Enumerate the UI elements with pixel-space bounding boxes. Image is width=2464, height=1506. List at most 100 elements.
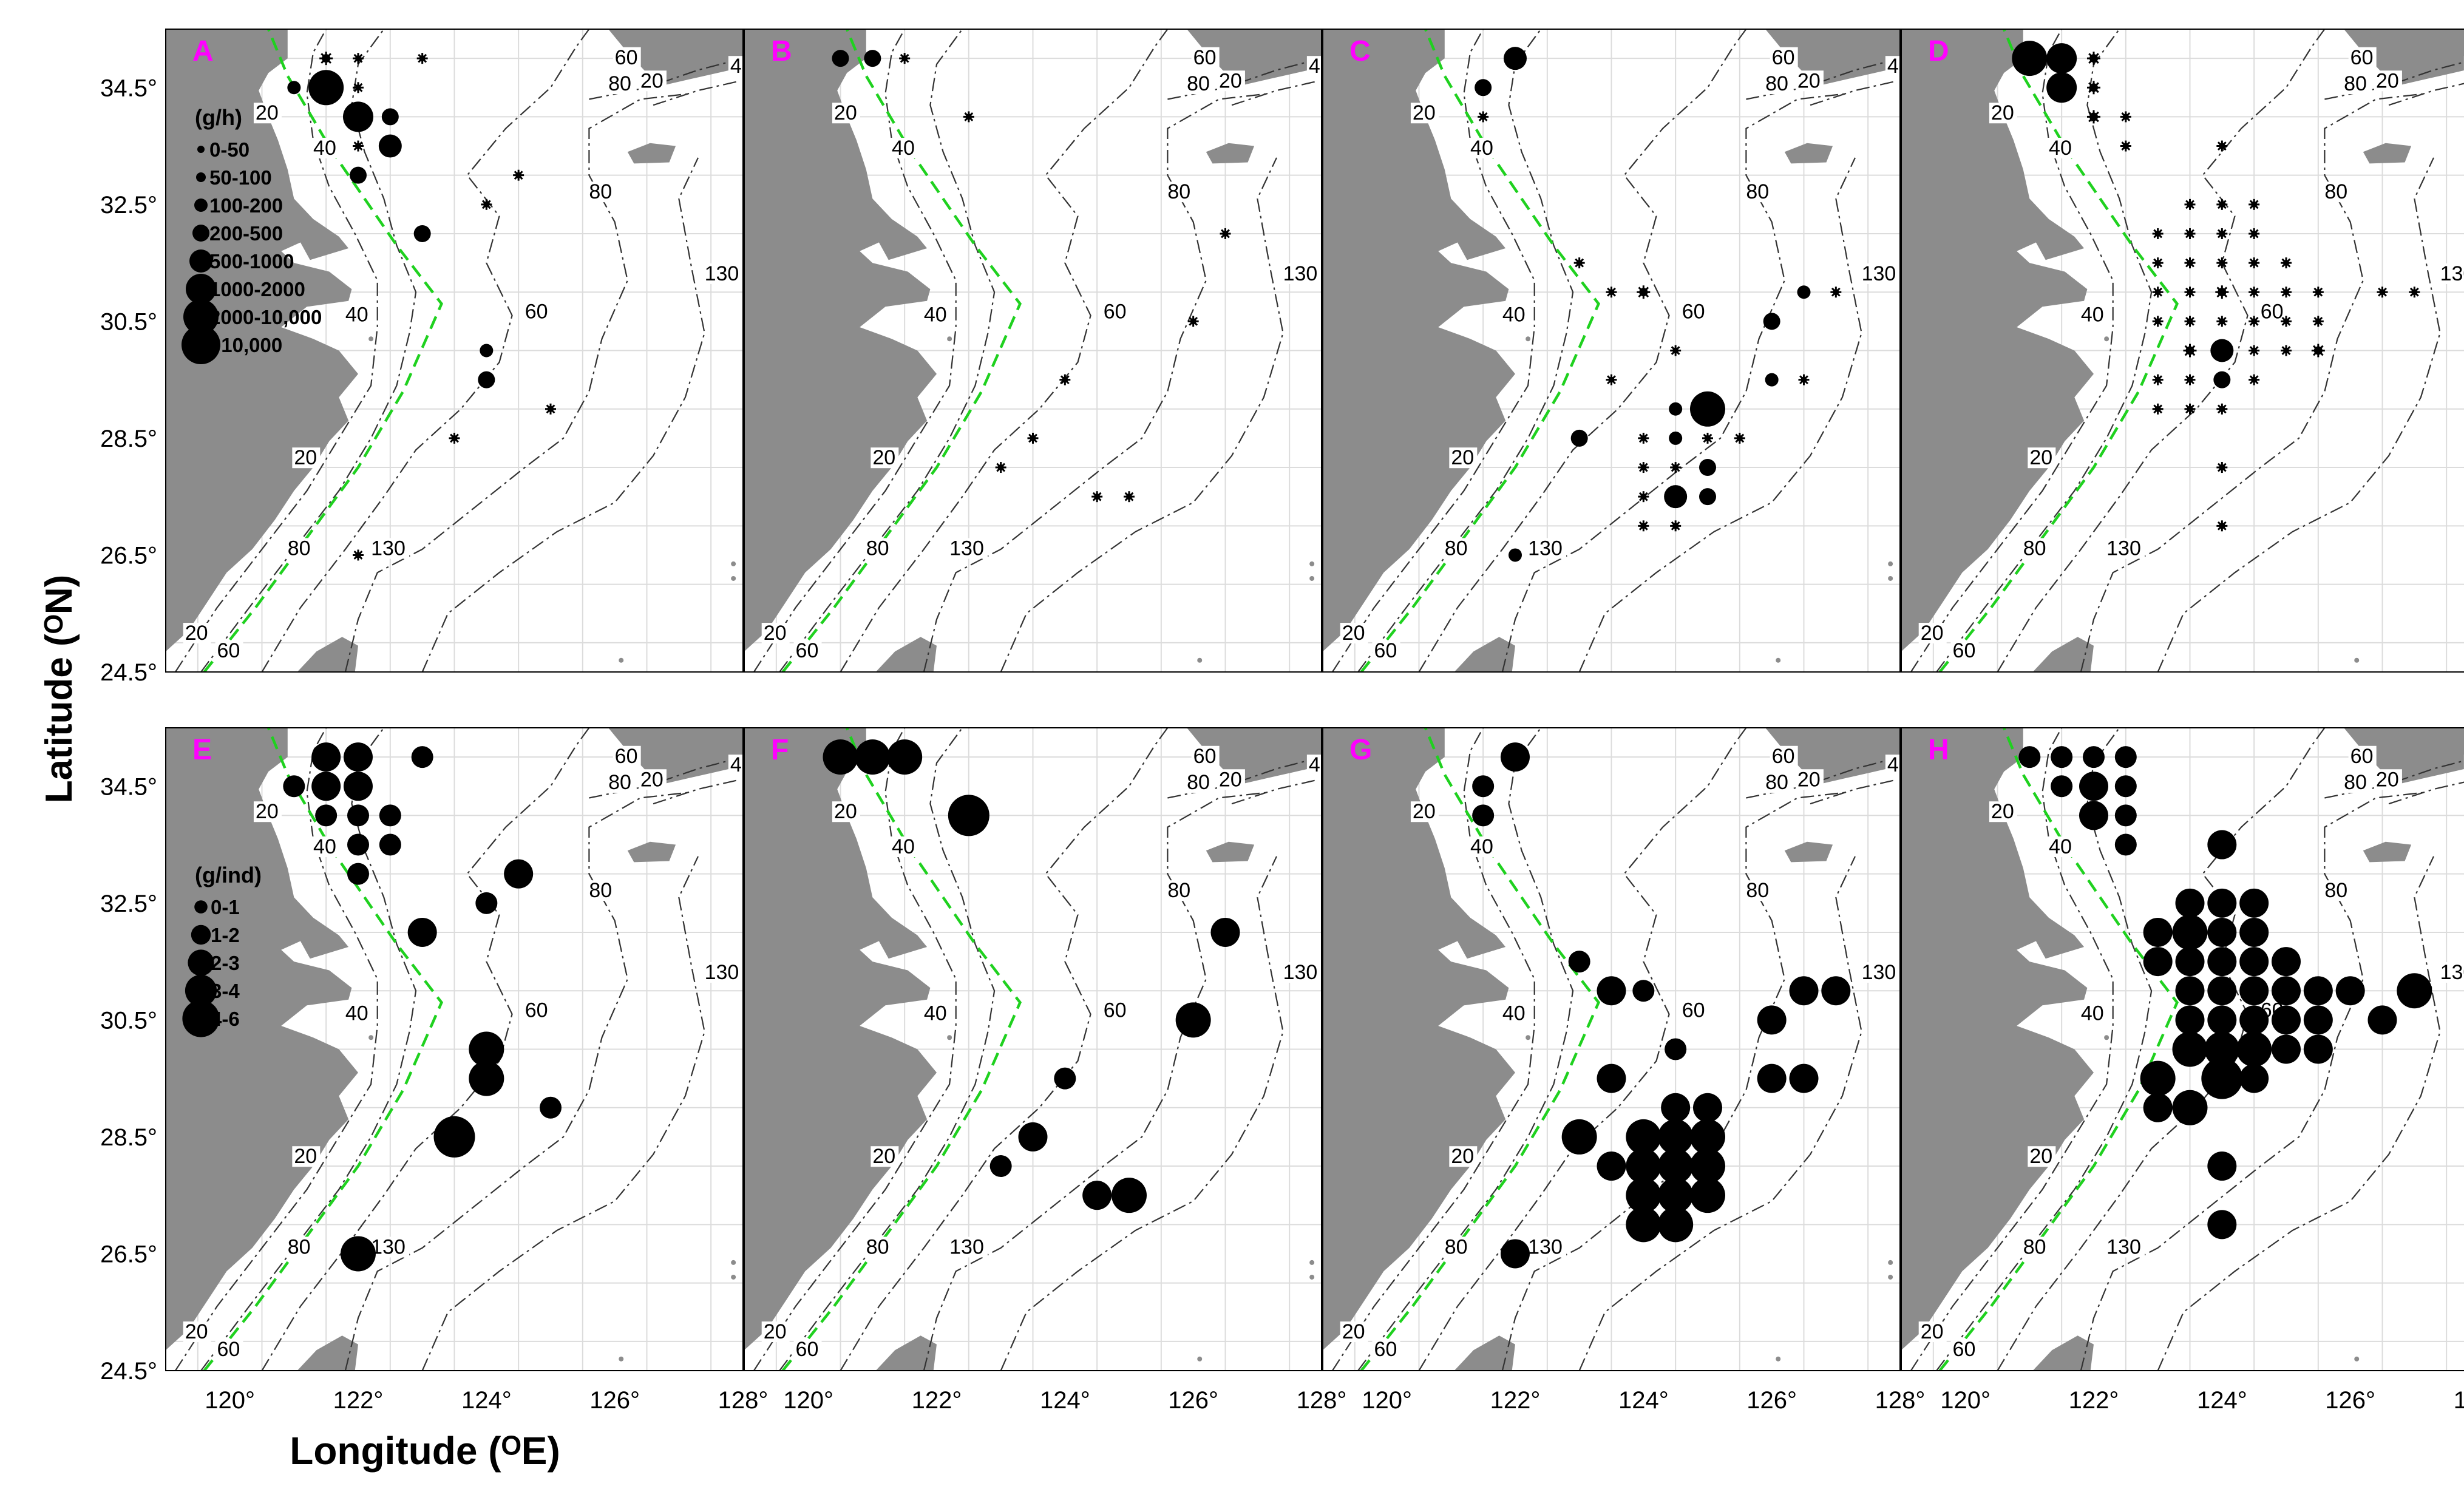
isobath-label: 130	[1283, 961, 1318, 984]
map-frame	[744, 727, 1322, 1371]
isobath-label: 130	[949, 1235, 984, 1258]
island	[1197, 1356, 1203, 1362]
isobath-line	[840, 728, 1169, 1371]
isobath-label: 80	[1765, 771, 1788, 794]
isobath-label: 40	[1470, 835, 1493, 858]
boundary-line	[781, 29, 1022, 672]
station-marker	[2248, 374, 2260, 385]
station-marker	[1763, 313, 1780, 330]
station-marker	[1699, 459, 1716, 477]
panel-label: D	[1928, 35, 1949, 67]
isobath-label: 80	[1445, 537, 1468, 560]
panel-label: E	[192, 734, 212, 766]
isobath-label: 80	[1746, 879, 1769, 902]
island	[731, 1260, 736, 1265]
jeju-island	[627, 841, 676, 863]
isobath-label: 60	[2350, 46, 2374, 69]
legend-label: 1000-2000	[209, 278, 305, 300]
station-marker	[2239, 947, 2269, 977]
island	[731, 575, 736, 581]
station-marker	[2140, 1060, 2176, 1096]
isobath-label: 80	[1187, 72, 1210, 95]
station-marker	[411, 746, 433, 768]
station-marker	[1830, 287, 1842, 298]
lon-tick-label: 126°	[2325, 1387, 2375, 1414]
panel-label: B	[771, 35, 792, 67]
isobath-label: 20	[2376, 69, 2399, 92]
legend-label: 0-50	[209, 138, 249, 161]
lat-tick-label: 30.5°	[100, 308, 157, 335]
isobath-label: 130	[2106, 1235, 2141, 1258]
isobath-label: 80	[608, 771, 631, 794]
isobath-label: 60	[1772, 745, 1795, 768]
jeju-island	[1206, 841, 1255, 863]
station-marker	[433, 1116, 475, 1158]
legend-label: 100-200	[209, 194, 283, 217]
station-marker	[2152, 287, 2164, 298]
isobath-label: 20	[256, 101, 279, 124]
station-marker	[1112, 1178, 1147, 1213]
boundary-line	[1938, 728, 2179, 1371]
station-marker	[347, 833, 369, 856]
station-marker	[2184, 403, 2196, 415]
station-marker	[2409, 287, 2420, 298]
map-frame	[1901, 727, 2464, 1371]
station-marker	[2114, 833, 2137, 856]
taiwan-land	[297, 637, 358, 672]
station-marker	[2204, 1031, 2240, 1067]
station-marker	[1626, 1148, 1661, 1184]
korea-land	[2344, 29, 2464, 85]
isobath-line	[779, 728, 996, 1371]
isobath-label: 60	[1953, 1338, 1976, 1361]
island	[1888, 575, 1893, 581]
station-marker	[2236, 1031, 2272, 1067]
isobath-label: 40	[1502, 303, 1526, 326]
lon-tick-label: 122°	[333, 1387, 384, 1414]
isobath-label: 20	[294, 1145, 317, 1168]
station-marker	[1501, 1239, 1530, 1269]
lat-tick-label: 24.5°	[100, 659, 157, 686]
isobath-label: 20	[2376, 768, 2399, 791]
isobath-label: 80	[2023, 537, 2046, 560]
isobath-label: 130	[371, 537, 406, 560]
station-marker	[855, 739, 891, 775]
boundary-line	[1360, 728, 1600, 1371]
station-marker	[899, 53, 911, 64]
isobath-label: 80	[2324, 879, 2347, 902]
isobath-label: 40	[730, 753, 753, 776]
isobath-label: 40	[313, 137, 336, 160]
station-marker	[283, 775, 305, 798]
station-marker	[2175, 976, 2205, 1006]
island	[1526, 1035, 1531, 1040]
station-marker	[2184, 316, 2196, 327]
isobath-label: 80	[866, 537, 889, 560]
legend-label: 200-500	[209, 222, 283, 245]
station-marker	[2367, 1005, 2397, 1035]
station-marker	[2239, 1005, 2269, 1035]
island	[947, 1035, 952, 1040]
station-marker	[2175, 1005, 2205, 1035]
station-marker	[1626, 1119, 1661, 1155]
jeju-island	[2363, 841, 2412, 863]
lat-tick-label: 34.5°	[100, 773, 157, 800]
isobath-label: 20	[1991, 800, 2014, 823]
station-marker	[1054, 1067, 1076, 1090]
lat-tick-label: 32.5°	[100, 890, 157, 917]
station-marker	[2216, 228, 2228, 239]
isobath-label: 80	[1167, 879, 1190, 902]
isobath-label: 60	[1953, 639, 1976, 662]
isobath-label: 60	[217, 639, 240, 662]
jeju-island	[1784, 841, 1833, 863]
station-marker	[2311, 344, 2325, 358]
panel-label: A	[192, 35, 214, 67]
station-marker	[2114, 746, 2137, 768]
map-frame	[165, 727, 744, 1371]
station-marker	[1658, 1207, 1694, 1243]
station-marker	[2152, 316, 2164, 327]
isobath-label: 20	[185, 622, 208, 645]
island	[1888, 1260, 1893, 1265]
island	[619, 1356, 624, 1362]
station-marker	[1175, 1002, 1211, 1038]
legend-label: 4-6	[211, 1008, 240, 1030]
